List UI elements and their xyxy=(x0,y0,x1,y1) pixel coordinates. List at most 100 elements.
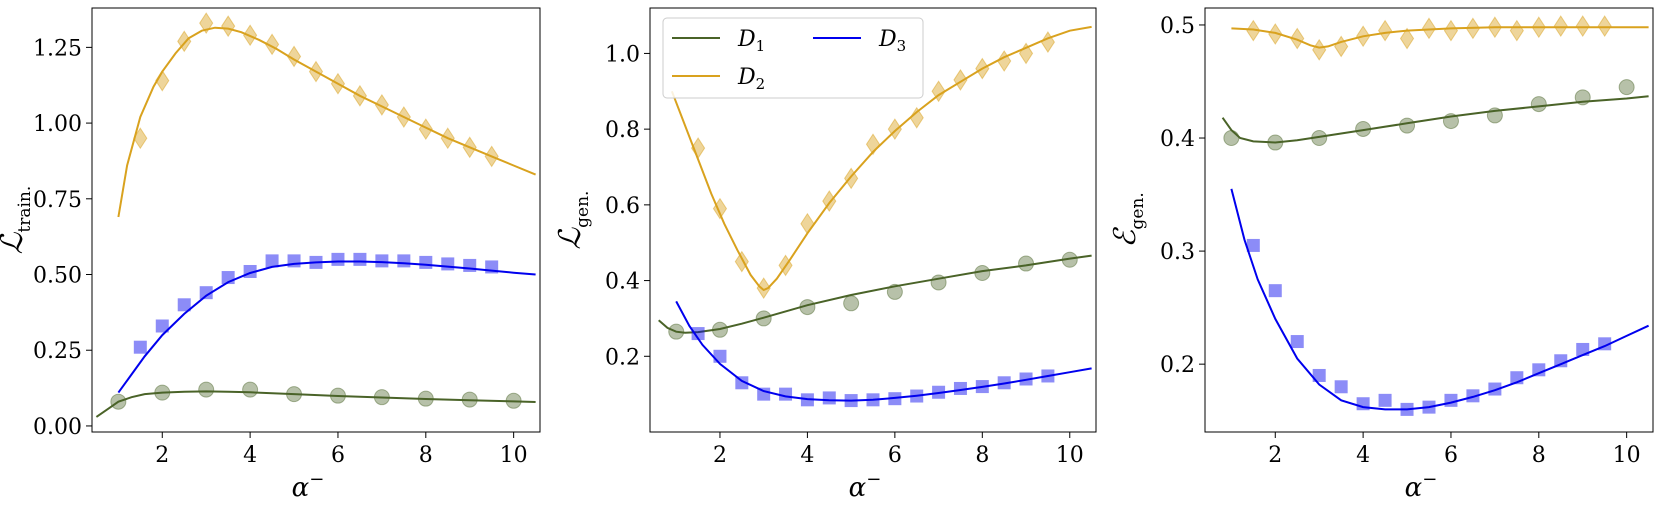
data-point-D1 xyxy=(1018,255,1035,272)
legend-label-sub: 3 xyxy=(897,37,907,55)
x-tick-label: 4 xyxy=(1356,443,1370,468)
axes-frame xyxy=(1204,7,1654,433)
data-point-D1 xyxy=(198,381,215,398)
x-tick-label: 6 xyxy=(888,443,902,468)
data-point-D3 xyxy=(1554,354,1568,368)
x-axis-label-sup: − xyxy=(309,469,324,490)
data-point-D1 xyxy=(242,381,259,398)
x-tick-label: 4 xyxy=(243,443,257,468)
y-tick-label: 0.4 xyxy=(1160,127,1195,152)
data-point-D3 xyxy=(331,252,345,266)
data-point-D2 xyxy=(1421,17,1437,40)
panel-generalization-loss: 2 4 6 8 10 0.2 0.4 0.6 0.8 1.0 α− ℒgen. xyxy=(553,7,1097,503)
fit-curve-D2 xyxy=(117,26,536,218)
x-tick-label: 2 xyxy=(155,443,169,468)
data-point-D1 xyxy=(886,283,903,300)
data-point-D2 xyxy=(1377,19,1393,42)
data-point-D2 xyxy=(374,93,389,116)
y-axis-label-sub: gen. xyxy=(573,191,593,228)
data-point-D2 xyxy=(997,50,1012,72)
legend-label-main: D xyxy=(737,27,756,52)
data-point-D1 xyxy=(1223,130,1240,147)
y-tick-label: 0.50 xyxy=(33,264,82,289)
data-point-D3 xyxy=(133,340,147,354)
data-point-D3 xyxy=(265,254,279,268)
x-tick-label: 8 xyxy=(419,443,433,468)
data-point-D1 xyxy=(1530,96,1547,113)
x-axis-label-sup: − xyxy=(866,469,881,490)
data-point-D3 xyxy=(779,387,793,401)
y-tick-label: 0.2 xyxy=(605,345,640,370)
x-tick-label: 8 xyxy=(975,443,989,468)
data-point-D2 xyxy=(221,15,236,38)
data-point-D3 xyxy=(463,258,477,272)
y-tick-label: 0.3 xyxy=(1160,240,1195,265)
data-point-D3 xyxy=(1290,335,1304,349)
y-axis-label-main: ℒ xyxy=(0,231,30,254)
x-axis-label-main: α xyxy=(1405,473,1423,503)
panel-generalization-error: 2 4 6 8 10 0.2 0.3 0.4 0.5 α− ℰgen. xyxy=(1108,7,1654,503)
x-tick-label: 6 xyxy=(1444,443,1458,468)
data-point-D3 xyxy=(822,391,836,405)
x-tick-label: 10 xyxy=(1613,443,1641,468)
y-tick-label: 0.5 xyxy=(1160,14,1195,39)
x-axis-label-sup: − xyxy=(1422,469,1437,490)
fit-curve-D1 xyxy=(1221,95,1649,144)
fit-curve-D2 xyxy=(670,25,1092,292)
data-point-D3 xyxy=(1532,363,1546,377)
data-point-D2 xyxy=(1597,15,1612,38)
data-point-D3 xyxy=(199,286,213,300)
legend-label-D1: D1 xyxy=(737,27,765,55)
data-point-D2 xyxy=(800,212,815,235)
y-axis-label-main: ℰ xyxy=(1108,227,1143,248)
legend-label-D2: D2 xyxy=(737,65,765,93)
legend-label-sub: 2 xyxy=(756,75,766,93)
data-point-D3 xyxy=(375,254,389,268)
y-tick-label: 1.00 xyxy=(33,112,82,137)
data-point-D3 xyxy=(713,349,727,363)
data-point-D2 xyxy=(1246,19,1261,42)
data-point-D3 xyxy=(953,381,967,395)
axes-frame xyxy=(649,7,1097,433)
y-tick-label: 0.75 xyxy=(33,188,82,213)
data-point-D1 xyxy=(843,295,860,312)
y-tick-label: 1.0 xyxy=(605,42,640,67)
y-tick-label: 0.00 xyxy=(33,415,82,440)
y-tick-label: 1.25 xyxy=(33,36,82,61)
data-point-D1 xyxy=(1399,117,1416,134)
x-tick-label: 8 xyxy=(1532,443,1546,468)
data-point-D2 xyxy=(1509,19,1524,42)
fit-curve-D3 xyxy=(117,260,536,394)
panel-training-loss: 2 4 6 8 10 0.00 0.25 0.50 0.75 1.00 1.25 α− ℒtrain. xyxy=(0,7,541,503)
fit-curve-D1 xyxy=(95,390,536,418)
data-point-D3 xyxy=(177,298,191,312)
x-tick-label: 2 xyxy=(713,443,727,468)
axes-frame xyxy=(91,7,541,433)
x-axis-label: α− xyxy=(849,469,882,503)
data-point-D2 xyxy=(909,106,924,129)
y-axis-label-main: ℒ xyxy=(553,226,588,249)
data-point-D2 xyxy=(1290,27,1305,50)
data-point-D2 xyxy=(1443,19,1459,42)
x-axis-label-main: α xyxy=(292,473,310,503)
legend-label-main: D xyxy=(878,27,897,52)
data-point-D3 xyxy=(1268,284,1282,298)
x-tick-label: 2 xyxy=(1268,443,1282,468)
data-point-D2 xyxy=(931,80,946,103)
data-point-D1 xyxy=(1618,79,1635,96)
x-axis-label: α− xyxy=(292,469,325,503)
data-point-D2 xyxy=(1040,31,1055,53)
data-point-D3 xyxy=(1444,393,1458,407)
y-tick-label: 0.25 xyxy=(33,339,82,364)
y-tick-label: 0.6 xyxy=(605,194,640,219)
x-axis-label-main: α xyxy=(849,473,867,503)
data-point-D2 xyxy=(1312,38,1327,61)
data-point-D3 xyxy=(1488,382,1502,396)
data-point-D3 xyxy=(1334,380,1348,394)
fit-curve-D3 xyxy=(1230,188,1650,411)
fit-curve-D3 xyxy=(675,300,1092,402)
data-point-D2 xyxy=(1268,23,1283,45)
x-tick-label: 10 xyxy=(500,443,528,468)
